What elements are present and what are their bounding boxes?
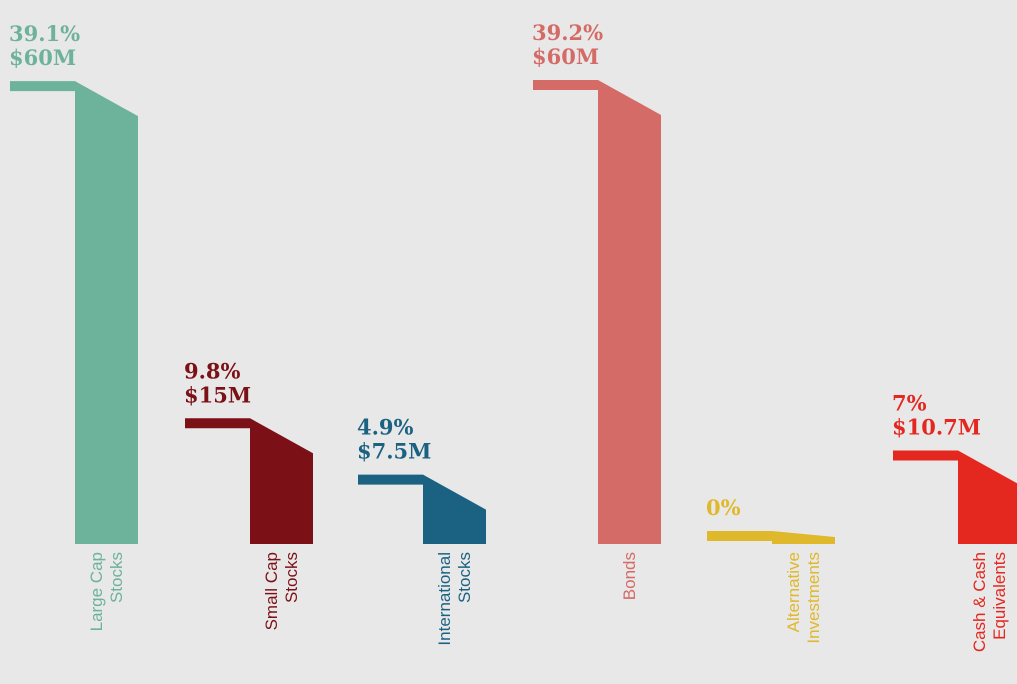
value-label: 9.8% [184,358,241,383]
category-label: International [435,552,454,646]
value-label: $60M [9,45,76,70]
value-label: 39.2% [532,20,603,45]
value-label: 39.1% [9,21,80,46]
value-label: $60M [532,44,599,69]
category-label: Small Cap [262,552,281,630]
bar [893,450,1017,544]
value-label: 0% [706,495,741,520]
category-label: Alternative [784,552,803,632]
bar [185,418,313,544]
value-label: 4.9% [357,415,414,440]
category-label: Cash & Cash [970,552,989,652]
value-label: $15M [184,382,251,407]
value-label: $7.5M [357,439,431,464]
category-label: Equivalents [990,552,1009,640]
value-label: 7% [892,390,927,415]
bar [358,474,486,544]
category-label: Stocks [455,552,474,603]
category-label: Large Cap [87,552,106,631]
bar [707,531,835,544]
category-label: Stocks [282,552,301,603]
category-label: Investments [804,552,823,644]
bar [533,80,661,544]
category-label: Stocks [107,552,126,603]
category-label: Bonds [620,552,639,600]
bar [10,81,138,544]
value-label: $10.7M [892,414,981,439]
